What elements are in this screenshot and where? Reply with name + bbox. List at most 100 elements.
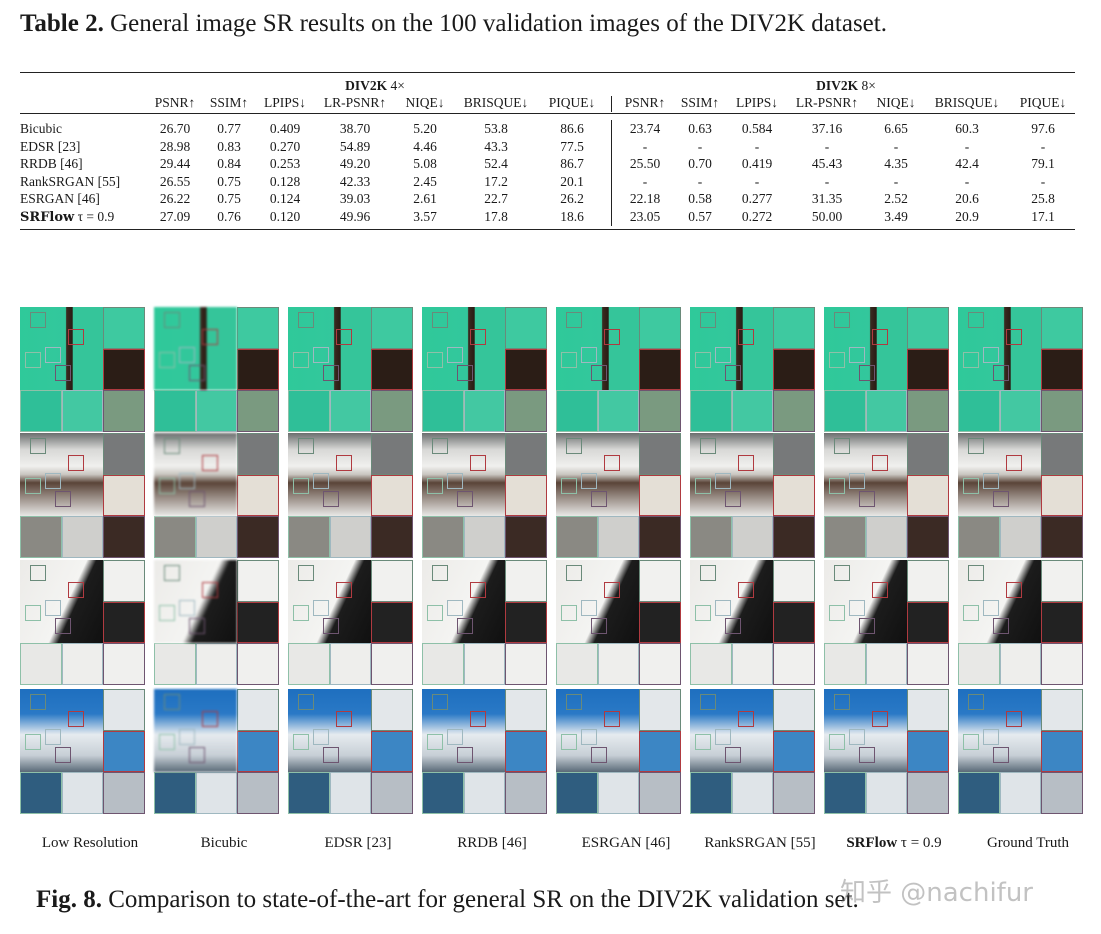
zoom-region-marker: [604, 455, 620, 471]
zoom-crop: [1041, 307, 1083, 349]
column-label: SRFlow τ = 0.9: [846, 835, 942, 851]
main-image: [422, 689, 506, 773]
zoom-crop: [329, 643, 372, 685]
main-image: [288, 560, 372, 644]
zoom-region-marker: [738, 329, 754, 345]
zoom-crop: [865, 643, 908, 685]
result-image-tree-over-water: [422, 307, 547, 432]
zoom-region-marker: [700, 565, 716, 581]
table-cell: -: [697, 138, 703, 154]
zoom-region-marker: [604, 329, 620, 345]
zoom-region-marker: [829, 734, 845, 750]
result-image-coastal-town: [422, 689, 547, 814]
zoom-crop: [690, 516, 732, 558]
table-cell: 49.96: [339, 209, 371, 224]
table-cell: 23.74: [629, 121, 661, 136]
main-image: [154, 560, 238, 644]
zoom-region-marker: [432, 565, 448, 581]
zoom-crop: [999, 643, 1042, 685]
result-image-tree-over-water: [958, 307, 1083, 432]
zoom-crop: [597, 390, 640, 432]
zoom-crop: [999, 772, 1042, 814]
zoom-region-marker: [189, 491, 205, 507]
zoom-crop: [371, 772, 413, 814]
zoom-region-marker: [561, 478, 577, 494]
zoom-region-marker: [725, 491, 741, 507]
table-cell: 3.49: [884, 209, 908, 224]
table-cell: 86.7: [560, 156, 584, 172]
zoom-crop: [371, 560, 413, 602]
table-cell: 4.46: [413, 138, 437, 154]
main-image: [154, 689, 238, 773]
zoom-crop: [505, 474, 547, 517]
table-cell: 6.65: [884, 121, 908, 136]
zoom-crop: [103, 307, 145, 349]
zoom-crop: [556, 772, 598, 814]
main-image: [556, 689, 640, 773]
result-image-building-columns: [422, 433, 547, 558]
table-top-rule: [20, 72, 1075, 74]
table-cell: 86.6: [560, 121, 584, 136]
zoom-crop: [958, 772, 1000, 814]
zoom-region-marker: [323, 491, 339, 507]
zoom-crop: [907, 772, 949, 814]
zoom-region-marker: [1006, 582, 1022, 598]
zoom-crop: [103, 474, 145, 517]
zoom-crop: [154, 516, 196, 558]
zoom-region-marker: [336, 455, 352, 471]
zoom-region-marker: [293, 352, 309, 368]
zoom-region-marker: [457, 365, 473, 381]
table-cell: 17.8: [484, 209, 508, 224]
zoom-region-marker: [30, 438, 46, 454]
result-image-animal-fur: [154, 560, 279, 685]
table-cell: -: [824, 138, 830, 154]
zoom-crop: [556, 516, 598, 558]
zoom-region-marker: [566, 694, 582, 710]
zoom-region-marker: [202, 582, 218, 598]
table-cell: 26.70: [159, 121, 191, 136]
table-cell: 42.33: [339, 173, 371, 189]
main-image: [288, 433, 372, 517]
zoom-region-marker: [336, 582, 352, 598]
zoom-crop: [773, 730, 815, 773]
zoom-region-marker: [298, 438, 314, 454]
zoom-crop: [907, 601, 949, 644]
zoom-crop: [195, 772, 238, 814]
zoom-region-marker: [859, 618, 875, 634]
column-label: Low Resolution: [41, 835, 139, 851]
zoom-crop: [463, 516, 506, 558]
zoom-region-marker: [725, 618, 741, 634]
zoom-crop: [103, 730, 145, 773]
table-cell: 17.1: [1031, 209, 1055, 224]
zoom-region-marker: [849, 473, 865, 489]
zoom-region-marker: [561, 352, 577, 368]
zoom-region-marker: [700, 438, 716, 454]
figure-label: Fig. 8.: [36, 886, 102, 913]
zoom-crop: [422, 643, 464, 685]
zoom-crop: [103, 689, 145, 731]
result-image-tree-over-water: [556, 307, 681, 432]
zoom-crop: [556, 390, 598, 432]
zoom-crop: [103, 433, 145, 475]
zoom-crop: [237, 433, 279, 475]
zoom-crop: [639, 643, 681, 685]
zoom-region-marker: [336, 711, 352, 727]
zoom-crop: [907, 730, 949, 773]
table-cell: 20.6: [955, 191, 979, 207]
zoom-region-marker: [55, 618, 71, 634]
zoom-region-marker: [432, 312, 448, 328]
zoom-region-marker: [55, 365, 71, 381]
zoom-crop: [1041, 390, 1083, 432]
zoom-crop: [237, 560, 279, 602]
table-cell: 20.1: [560, 173, 584, 189]
column-header: SSIM↑: [680, 95, 720, 110]
table-cell: -: [824, 173, 830, 189]
table-cell: 23.05: [629, 209, 661, 224]
column-label: ESRGAN [46]: [581, 835, 671, 851]
table-cell: 43.3: [484, 138, 508, 154]
zoom-region-marker: [581, 729, 597, 745]
zoom-crop: [505, 730, 547, 773]
table-cell: 26.55: [159, 173, 191, 189]
table-group-separator: [611, 96, 612, 112]
zoom-crop: [1041, 433, 1083, 475]
